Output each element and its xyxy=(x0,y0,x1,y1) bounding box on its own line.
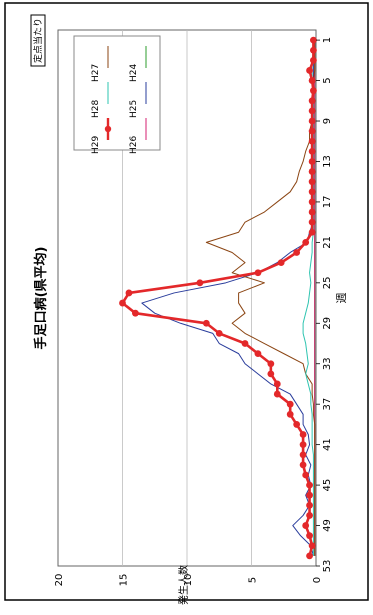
data-point xyxy=(267,370,275,378)
data-point xyxy=(132,309,139,317)
data-point xyxy=(308,77,316,84)
series-line-h29 xyxy=(121,40,315,557)
unit-badge: 定点当たり xyxy=(30,14,46,67)
legend-label: H26 xyxy=(129,136,139,154)
data-point xyxy=(202,319,210,327)
data-point xyxy=(306,491,313,499)
x-tick-label: 53 xyxy=(322,560,333,573)
data-point xyxy=(306,532,313,540)
x-tick-label: 25 xyxy=(322,276,333,289)
legend-item-h25: H25 xyxy=(129,82,147,118)
data-point xyxy=(306,67,313,74)
data-point xyxy=(254,269,262,277)
data-point xyxy=(299,461,307,469)
data-point xyxy=(267,360,275,368)
data-point xyxy=(308,147,316,155)
legend-label: H28 xyxy=(91,100,101,118)
x-tick-label: 41 xyxy=(322,438,333,451)
data-point xyxy=(310,46,317,54)
data-point xyxy=(196,279,204,287)
legend: H24 H25 H26 H27 H28 H29 xyxy=(73,35,161,154)
legend-item-h24: H24 xyxy=(129,46,147,82)
legend-item-h29: H29 xyxy=(91,118,112,154)
data-point xyxy=(215,329,223,337)
data-point xyxy=(310,87,317,95)
data-point xyxy=(302,238,310,246)
legend-item-h26: H26 xyxy=(129,118,147,154)
legend-label: H29 xyxy=(91,136,101,154)
data-point xyxy=(310,36,317,44)
data-point xyxy=(308,228,316,236)
data-point xyxy=(308,97,316,105)
x-axis-ticks: 1 5 9 13 17 21 25 29 33 37 41 45 49 53 xyxy=(316,37,333,572)
data-point xyxy=(306,552,313,560)
y-axis-ticks: 0 5 10 15 20 xyxy=(54,574,323,587)
y-axis-label: 発生人数 xyxy=(177,565,190,605)
unit-badge-border xyxy=(30,14,46,67)
data-point xyxy=(241,340,249,347)
legend-border xyxy=(73,35,161,151)
data-point xyxy=(308,188,316,196)
x-tick-label: 1 xyxy=(322,37,333,43)
data-point xyxy=(302,522,310,529)
legend-marker xyxy=(104,125,112,133)
data-point xyxy=(302,471,310,479)
data-point xyxy=(293,421,301,428)
data-point xyxy=(308,137,316,145)
chart-title: 手足口病(県平均) xyxy=(33,247,49,350)
legend-item-h28: H28 xyxy=(91,82,109,118)
y-tick-label: 15 xyxy=(119,574,130,587)
data-point xyxy=(308,542,316,550)
data-point xyxy=(254,350,262,358)
data-point xyxy=(308,158,316,165)
y-tick-label: 20 xyxy=(54,574,65,587)
series-layer xyxy=(119,36,317,560)
y-tick-label: 0 xyxy=(312,577,323,583)
data-point xyxy=(277,259,285,267)
data-point xyxy=(273,390,281,398)
unit-badge-text: 定点当たり xyxy=(32,18,44,63)
data-point xyxy=(308,127,316,135)
data-point xyxy=(299,451,307,459)
x-tick-label: 49 xyxy=(322,519,333,532)
data-point xyxy=(308,107,316,115)
x-tick-label: 29 xyxy=(322,317,333,330)
data-point xyxy=(286,410,294,418)
x-tick-label: 5 xyxy=(322,77,333,83)
data-point xyxy=(310,56,317,64)
data-point xyxy=(125,289,133,297)
legend-label: H25 xyxy=(129,100,139,118)
x-tick-label: 33 xyxy=(322,357,333,370)
data-point xyxy=(308,178,316,186)
data-point xyxy=(308,208,316,216)
data-point xyxy=(273,380,281,388)
x-tick-label: 21 xyxy=(322,236,333,249)
data-point xyxy=(308,198,316,206)
data-point xyxy=(293,249,301,256)
data-point xyxy=(286,400,294,408)
x-tick-label: 17 xyxy=(322,196,333,209)
series-h29 xyxy=(119,36,317,560)
data-point xyxy=(306,512,313,519)
data-point xyxy=(299,441,307,449)
x-tick-label: 9 xyxy=(322,118,333,124)
data-point xyxy=(306,501,313,509)
legend-label: H24 xyxy=(129,64,139,82)
data-point xyxy=(306,481,313,489)
legend-label: H27 xyxy=(91,64,101,82)
data-point xyxy=(299,431,307,438)
y-tick-label: 5 xyxy=(248,577,259,583)
x-tick-label: 13 xyxy=(322,155,333,168)
x-tick-label: 37 xyxy=(322,398,333,411)
data-point xyxy=(308,168,316,175)
data-point xyxy=(308,117,316,125)
data-point xyxy=(119,299,126,307)
x-axis-label: 週 xyxy=(335,293,348,304)
y-tick-label: 10 xyxy=(183,574,194,587)
legend-item-h27: H27 xyxy=(91,46,109,82)
x-tick-label: 45 xyxy=(322,479,333,492)
data-point xyxy=(308,218,316,226)
